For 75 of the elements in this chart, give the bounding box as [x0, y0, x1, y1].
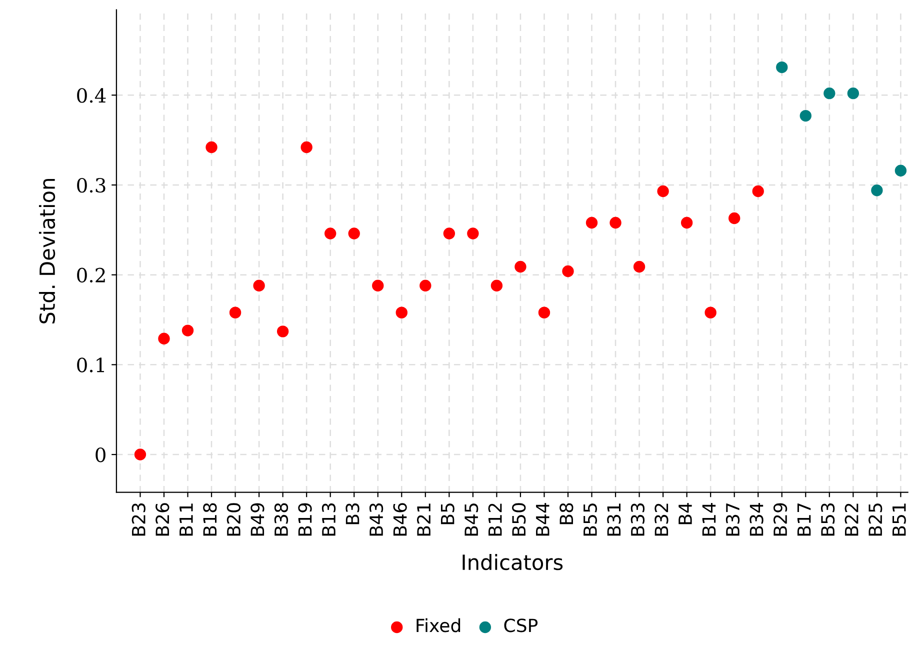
point [372, 280, 384, 292]
x-tick-label: B50 [512, 503, 526, 536]
point [348, 228, 360, 240]
point [324, 228, 336, 240]
point [847, 87, 860, 100]
x-tick-label: B11 [180, 504, 193, 536]
x-tick-label: B3 [346, 503, 360, 524]
x-tick-label: B46 [393, 503, 407, 536]
x-tick-label: B5 [440, 504, 454, 524]
x-tick-label: B45 [464, 504, 478, 536]
x-tick-label: B12 [488, 504, 502, 536]
x-tick-label: B26 [156, 503, 170, 536]
point [443, 228, 456, 240]
x-tick-label: B29 [773, 503, 788, 536]
y-tick-label: 0.3 [77, 178, 106, 193]
point [538, 306, 550, 318]
x-tick-label: B34 [750, 502, 764, 536]
x-tick-label: B32 [654, 504, 668, 536]
x-tick-label: B4 [678, 502, 692, 524]
point [704, 306, 716, 318]
point [514, 260, 526, 273]
point [158, 332, 170, 344]
y-tick-label: 0 [96, 447, 106, 462]
point [134, 448, 146, 460]
x-tick-label: B19 [298, 503, 312, 536]
point [680, 216, 693, 229]
x-tick-label: B22 [844, 504, 858, 536]
y-tick-label: 0.1 [77, 358, 104, 372]
x-tick-label: B31 [607, 504, 621, 536]
point [562, 265, 574, 278]
y-tick-label: 0.4 [77, 88, 106, 103]
point [396, 306, 408, 318]
point [776, 61, 788, 74]
point [490, 280, 503, 292]
x-axis-title: Indicators [462, 554, 563, 570]
point [182, 324, 194, 336]
x-tick-label: B33 [630, 503, 645, 536]
point [276, 326, 289, 338]
point [420, 280, 432, 292]
x-tick-label: B20 [226, 503, 241, 536]
x-tick-label: B44 [536, 502, 550, 536]
point [610, 216, 622, 229]
point [206, 141, 218, 154]
point [229, 306, 242, 318]
legend-label: Fixed [416, 618, 460, 632]
x-tick-label: B38 [274, 503, 288, 536]
x-tick-label: B25 [868, 504, 882, 536]
x-tick-label: B14 [702, 502, 716, 536]
point [871, 184, 883, 196]
point [253, 280, 265, 292]
legend-label: CSP [504, 618, 538, 632]
x-tick-label: B43 [369, 503, 384, 536]
point [657, 185, 669, 198]
x-tick-label: B8 [560, 503, 574, 524]
y-tick-label: 0.2 [77, 268, 105, 282]
point [894, 164, 907, 176]
x-tick-label: B18 [203, 503, 217, 536]
x-tick-label: B17 [797, 504, 811, 536]
x-tick-label: B55 [584, 504, 597, 536]
x-tick-label: B23 [132, 503, 146, 536]
point [800, 110, 812, 122]
x-tick-label: B21 [416, 504, 430, 536]
point [824, 87, 836, 100]
x-tick-label: B13 [322, 503, 336, 536]
point [752, 185, 764, 198]
y-axis-title: Std. Deviation [38, 179, 56, 324]
x-tick-label: B49 [250, 503, 264, 536]
x-tick-label: B53 [820, 503, 835, 536]
point [633, 260, 646, 273]
point [586, 216, 598, 229]
x-tick-label: B37 [726, 504, 740, 536]
point [300, 141, 312, 154]
x-tick-label: B51 [892, 504, 906, 536]
point [728, 212, 740, 224]
point [467, 228, 479, 240]
